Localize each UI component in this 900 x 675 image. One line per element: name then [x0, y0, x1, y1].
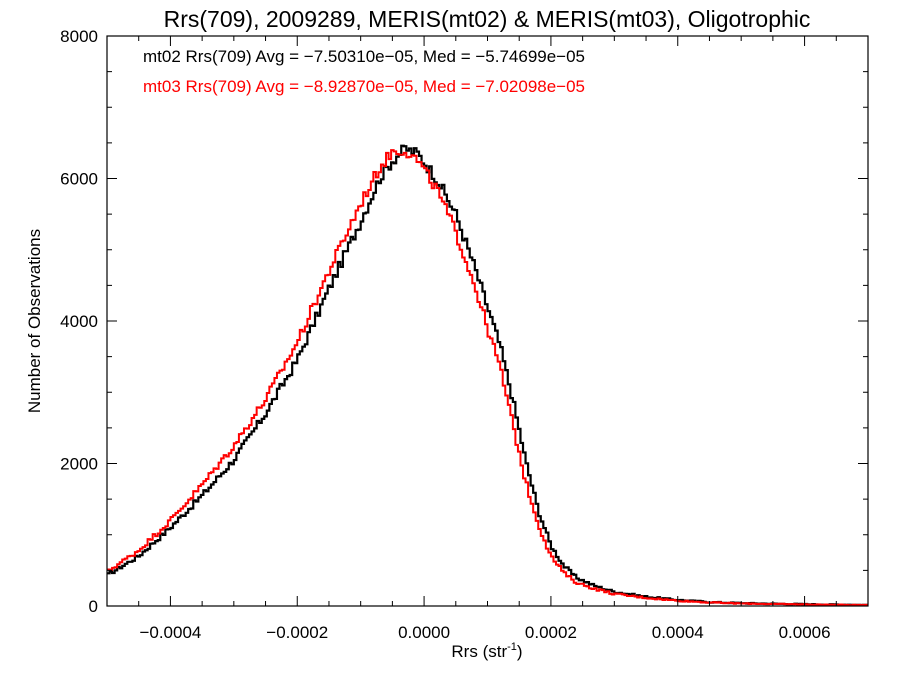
y-tick-label: 4000: [60, 312, 98, 331]
x-axis-label-close: ): [517, 642, 523, 661]
plot-frame: [106, 35, 869, 607]
y-tick-label: 8000: [60, 27, 98, 46]
x-tick-labels: −0.0004 −0.0002 0.0000 0.0002 0.0004 0.0006: [139, 623, 830, 642]
x-tick-label: 0.0000: [398, 623, 450, 642]
x-tick-label: −0.0002: [266, 623, 328, 642]
legend-mt02-stats: mt02 Rrs(709) Avg = −7.50310e−05, Med = …: [143, 47, 585, 66]
x-tick-label: 0.0004: [652, 623, 704, 642]
chart-title: Rrs(709), 2009289, MERIS(mt02) & MERIS(m…: [164, 6, 811, 32]
y-tick-label: 6000: [60, 170, 98, 189]
plot-series: [107, 144, 868, 607]
x-axis-label-main: Rrs (str: [451, 642, 507, 661]
y-tick-label: 2000: [60, 455, 98, 474]
series-mt02-histogram: [107, 144, 868, 607]
x-axis-label-superscript: -1: [507, 641, 517, 653]
x-tick-label: 0.0006: [779, 623, 831, 642]
y-axis-label: Number of Observations: [25, 229, 44, 413]
x-axis-label: Rrs (str-1): [451, 641, 522, 661]
x-tick-label: 0.0002: [525, 623, 577, 642]
legend-mt03-stats: mt03 Rrs(709) Avg = −8.92870e−05, Med = …: [143, 77, 585, 96]
axis-ticks: [106, 35, 869, 607]
series-mt03-histogram: [107, 149, 868, 607]
x-tick-label: −0.0004: [139, 623, 201, 642]
y-tick-labels: 0 2000 4000 6000 8000: [60, 27, 98, 616]
y-tick-label: 0: [89, 597, 98, 616]
